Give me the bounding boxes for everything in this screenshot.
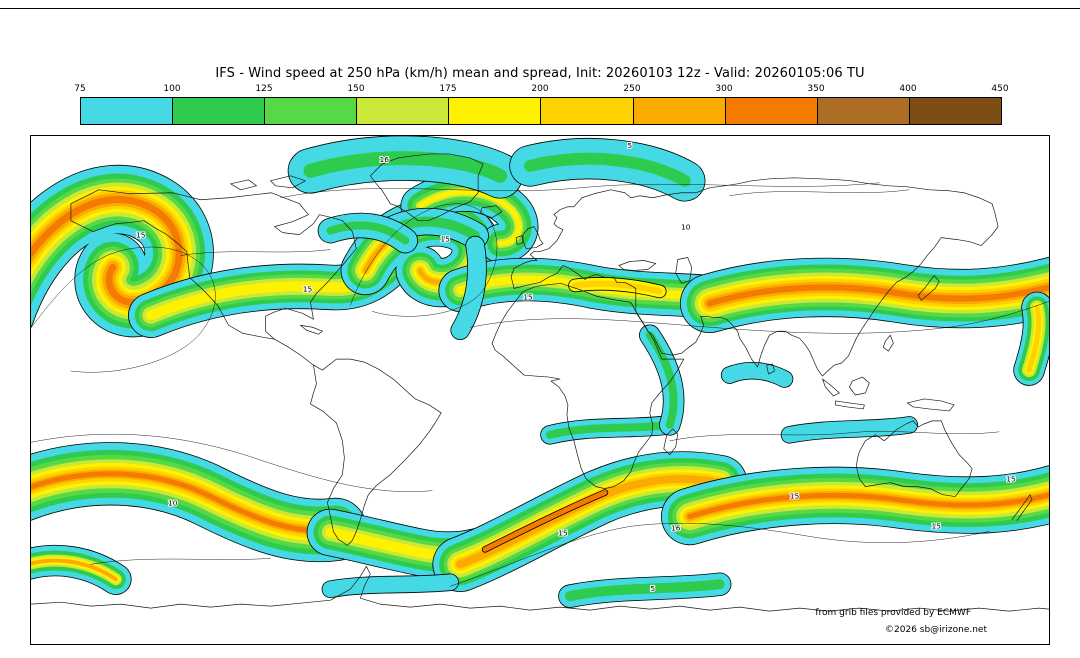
coastline bbox=[300, 324, 323, 335]
wind-speed-band bbox=[303, 151, 508, 183]
spread-contour bbox=[90, 558, 271, 565]
spread-contour bbox=[280, 182, 880, 199]
coastline bbox=[917, 275, 940, 301]
coastline bbox=[510, 177, 999, 289]
spread-contour bbox=[350, 203, 498, 317]
coastline bbox=[479, 205, 503, 219]
spread-contour-label: 16 bbox=[380, 155, 390, 164]
wind-speed-band bbox=[721, 362, 793, 388]
coastline bbox=[1011, 494, 1033, 521]
spread-contour bbox=[469, 301, 1049, 334]
colorbar-segment bbox=[632, 98, 725, 124]
spread-contour-label: 15 bbox=[931, 521, 941, 530]
coastline bbox=[70, 189, 357, 340]
coastline bbox=[835, 400, 865, 410]
coastline bbox=[513, 265, 637, 312]
wind-speed-band bbox=[451, 236, 486, 340]
colorbar-tick-label: 300 bbox=[715, 84, 733, 94]
spread-contour bbox=[31, 433, 433, 492]
coastline bbox=[230, 179, 257, 191]
coastline bbox=[369, 153, 484, 222]
colorbar-tick-label: 200 bbox=[531, 84, 549, 94]
coastline bbox=[856, 420, 973, 497]
colorbar-tick-label: 350 bbox=[807, 84, 825, 94]
wind-speed-band bbox=[545, 420, 674, 439]
spread-contour-label: 5 bbox=[627, 141, 632, 150]
coastline bbox=[675, 257, 693, 284]
coastline bbox=[522, 226, 544, 249]
colorbar-segment bbox=[908, 98, 1001, 124]
spread-contour bbox=[729, 189, 910, 197]
coastline bbox=[906, 398, 955, 412]
wind-speed-band bbox=[326, 221, 410, 245]
colorbar-segment bbox=[816, 98, 909, 124]
coastline bbox=[515, 235, 524, 245]
colorbar-tick-label: 150 bbox=[347, 84, 365, 94]
colorbar-tick-label: 400 bbox=[899, 84, 917, 94]
colorbar-tick-label: 75 bbox=[74, 84, 86, 94]
spread-contour bbox=[669, 431, 1000, 442]
coastline bbox=[270, 175, 306, 189]
colorbar-segment bbox=[172, 98, 265, 124]
wind-speed-band bbox=[31, 196, 183, 306]
wind-speed-band bbox=[571, 280, 663, 295]
coastline bbox=[274, 338, 314, 366]
spread-contour-label: 15 bbox=[303, 284, 313, 293]
spread-contour-label: 5 bbox=[650, 584, 655, 593]
colorbar-segment bbox=[724, 98, 817, 124]
colorbar-tick-label: 250 bbox=[623, 84, 641, 94]
spread-contour-label: 15 bbox=[558, 528, 568, 537]
spread-contour-label: 15 bbox=[440, 235, 450, 244]
wind-speed-band bbox=[322, 574, 459, 598]
spread-contour-label: 15 bbox=[136, 231, 146, 240]
wind-speed-band bbox=[482, 490, 608, 552]
wind-speed-band bbox=[417, 189, 522, 247]
colorbar-segment bbox=[264, 98, 357, 124]
map-area: 15 16 15 15 15 10 5 15 16 15 15 5 15 10 from grib fil… bbox=[30, 135, 1050, 645]
chart-title: IFS - Wind speed at 250 hPa (km/h) mean … bbox=[215, 66, 865, 81]
attribution-ecmwf: from grib files provided by ECMWF bbox=[815, 608, 971, 618]
coastline bbox=[766, 363, 775, 375]
coastline bbox=[618, 260, 657, 271]
colorbar-segment bbox=[448, 98, 541, 124]
wind-speed-band bbox=[524, 152, 691, 187]
world-wind-map: 15 16 15 15 15 10 5 15 16 15 15 5 15 10 bbox=[31, 136, 1049, 612]
colorbar-segment bbox=[356, 98, 449, 124]
spread-contour bbox=[449, 522, 990, 587]
coastline bbox=[310, 358, 442, 546]
wind-speed-band bbox=[687, 492, 1049, 519]
colorbar-scale bbox=[80, 97, 1002, 125]
spread-contour-label: 10 bbox=[681, 223, 691, 232]
wind-speed-band bbox=[564, 579, 725, 602]
colorbar-segment bbox=[540, 98, 633, 124]
colorbar-tick-label: 100 bbox=[163, 84, 181, 94]
spread-contour bbox=[180, 249, 331, 256]
spread-contour-label: 16 bbox=[671, 523, 681, 532]
wind-speed-band bbox=[31, 471, 338, 533]
coastline bbox=[882, 334, 894, 352]
colorbar-tick-labels: 75 100 125 150 175 200 250 300 350 400 450 bbox=[0, 84, 1080, 96]
coastline bbox=[822, 378, 840, 397]
spread-contour-label: 15 bbox=[790, 492, 800, 501]
coastline bbox=[491, 283, 685, 489]
coastline bbox=[635, 226, 999, 377]
spread-contour-label: 15 bbox=[1006, 475, 1016, 484]
wind-speed-band bbox=[706, 284, 1049, 307]
colorbar-tick-label: 175 bbox=[439, 84, 457, 94]
coastline bbox=[663, 428, 679, 456]
wind-speed-band bbox=[1026, 304, 1042, 373]
spread-contour bbox=[31, 246, 216, 373]
colorbar-tick-label: 125 bbox=[255, 84, 273, 94]
wind-speed-band bbox=[31, 558, 118, 582]
coastline bbox=[849, 376, 870, 396]
coastline bbox=[31, 565, 1049, 612]
top-border-line bbox=[0, 8, 1080, 9]
colorbar-segment bbox=[81, 98, 173, 124]
spread-contour-label: 10 bbox=[168, 499, 178, 508]
wind-speed-band bbox=[781, 416, 918, 443]
attribution-copyright: ©2026 sb@irizone.net bbox=[885, 625, 987, 635]
spread-contour-label: 15 bbox=[523, 292, 533, 301]
colorbar-tick-label: 450 bbox=[991, 84, 1009, 94]
